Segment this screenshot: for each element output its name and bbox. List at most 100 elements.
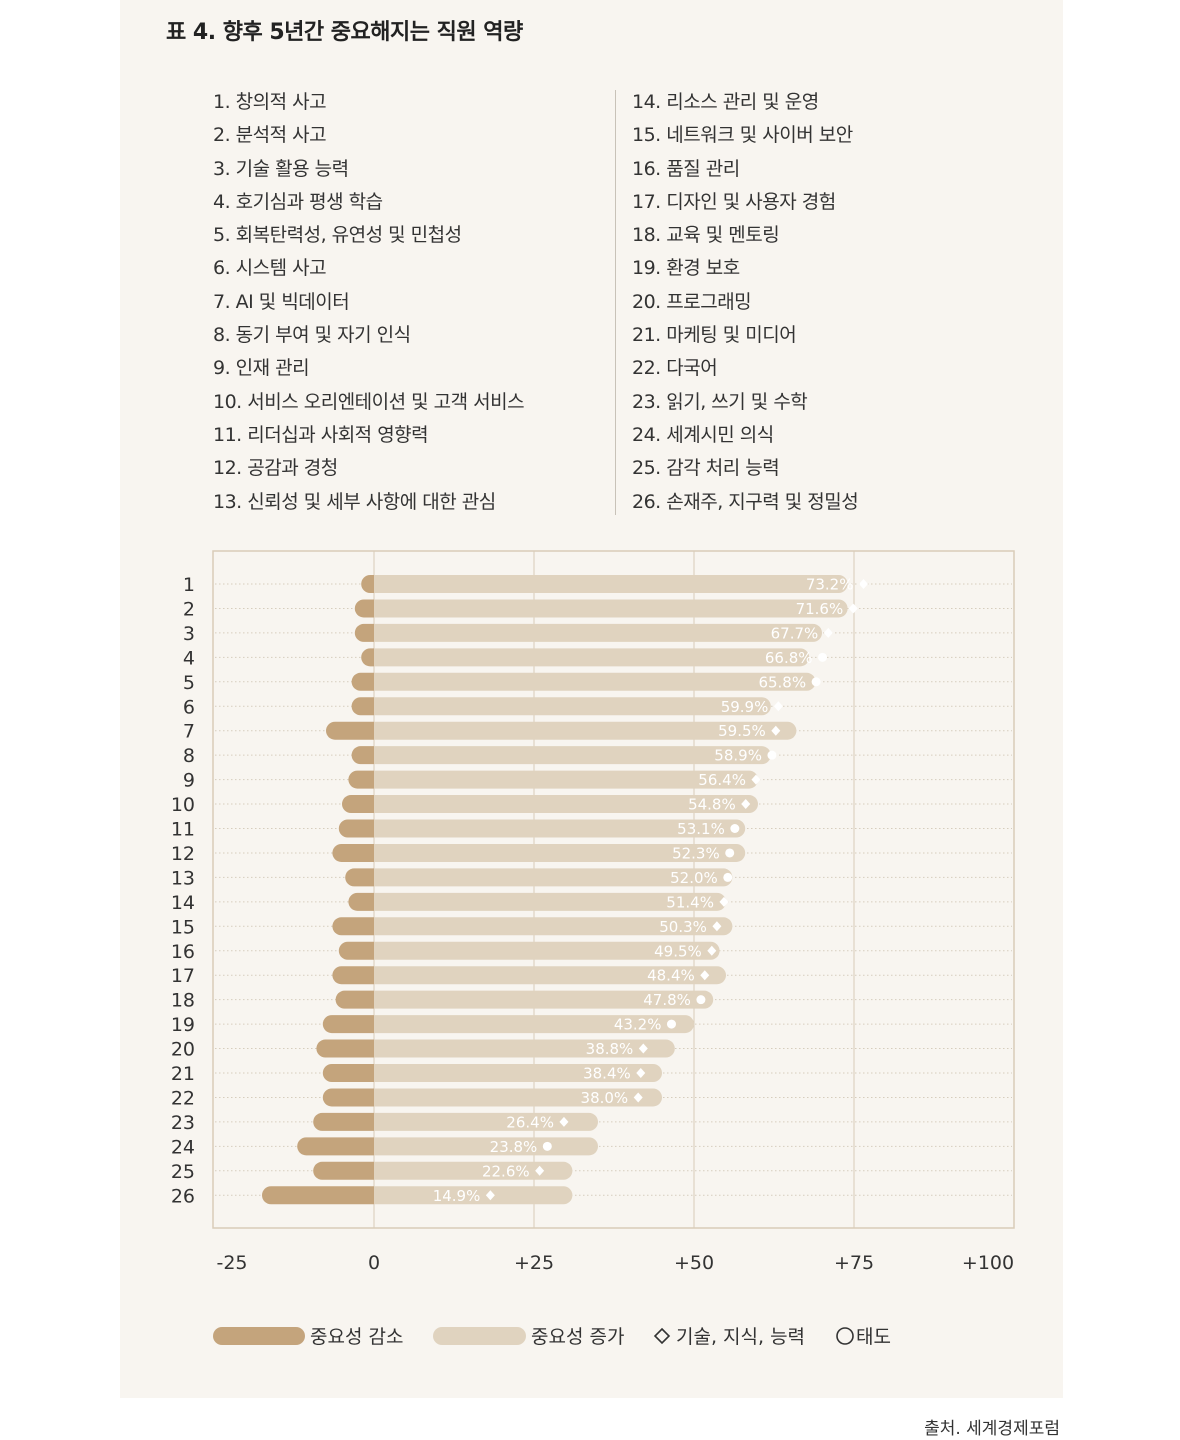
decrease-bar — [354, 599, 374, 618]
skill-list-item: 15. 네트워크 및 사이버 보안 — [632, 124, 853, 147]
category-label: 12 — [171, 843, 195, 865]
skill-list-item: 21. 마케팅 및 미디어 — [632, 324, 797, 347]
x-tick-label: +100 — [962, 1252, 1014, 1274]
skill-marker-diamond — [848, 603, 858, 614]
skill-list-item: 12. 공감과 경청 — [213, 457, 338, 480]
skill-list-item: 17. 디자인 및 사용자 경험 — [632, 190, 836, 213]
category-label: 6 — [183, 696, 195, 718]
decrease-bar — [316, 1039, 374, 1058]
increase-bar — [374, 1112, 598, 1131]
skill-list-item: 1. 창의적 사고 — [213, 91, 327, 113]
plot-frame — [212, 550, 1015, 1229]
skill-marker-diamond — [559, 1116, 569, 1127]
skill-marker-diamond — [858, 579, 868, 589]
skill-marker-diamond — [741, 799, 751, 810]
decrease-bar — [322, 1015, 374, 1034]
value-label: 48.4% — [647, 967, 695, 985]
value-label: 38.0% — [581, 1089, 629, 1107]
skill-list-item: 23. 읽기, 쓰기 및 수학 — [632, 390, 808, 413]
category-label: 9 — [183, 770, 195, 792]
category-label: 8 — [183, 745, 195, 767]
skill-marker-diamond — [535, 1165, 545, 1176]
value-label: 59.9% — [721, 698, 769, 716]
value-label: 56.4% — [698, 771, 746, 789]
increase-bar — [374, 892, 726, 911]
skill-marker-diamond — [773, 701, 783, 712]
attitude-marker-circle — [542, 1141, 552, 1151]
decrease-bar — [348, 770, 374, 789]
skill-marker-diamond — [485, 1190, 495, 1201]
decrease-bar — [361, 648, 374, 667]
skill-list-item: 3. 기술 활용 능력 — [213, 157, 349, 180]
category-label: 17 — [171, 965, 195, 987]
skill-marker-diamond — [719, 896, 729, 907]
value-label: 54.8% — [688, 796, 736, 814]
skill-list-left: 1. 창의적 사고 2. 분석적 사고 3. 기술 활용 능력 4. 호기심과 평생 … — [213, 86, 525, 519]
legend-diamond-icon — [653, 1327, 671, 1345]
decrease-bar — [351, 672, 374, 691]
skill-list-item: 7. AI 및 빅데이터 — [213, 290, 350, 313]
legend-swatch-decrease — [213, 1327, 305, 1345]
category-label: 24 — [171, 1136, 195, 1158]
source-note: 출처. 세계경제포럼 — [924, 1419, 1060, 1439]
decrease-bar — [348, 892, 374, 911]
skill-marker-diamond — [751, 774, 761, 785]
increase-bar — [374, 1064, 662, 1082]
decrease-bar — [322, 1088, 374, 1107]
increase-bar — [374, 648, 810, 667]
decrease-bar — [335, 990, 374, 1009]
skill-marker-diamond — [823, 627, 833, 638]
value-label: 65.8% — [758, 673, 806, 691]
skill-list-item: 9. 인재 관리 — [213, 357, 310, 380]
decrease-bar — [332, 917, 374, 936]
increase-bar — [374, 1137, 598, 1156]
legend-label-decrease: 중요성 감소 — [310, 1326, 403, 1348]
legend-label-increase: 중요성 증가 — [531, 1326, 624, 1348]
skill-marker-diamond — [707, 945, 717, 956]
increase-bar — [374, 966, 726, 985]
attitude-marker-circle — [811, 677, 821, 687]
skill-list-item: 5. 회복탄력성, 유연성 및 민첩성 — [213, 224, 462, 247]
skill-list-item: 20. 프로그래밍 — [632, 290, 752, 313]
value-label: 67.7% — [771, 624, 819, 642]
category-label: 23 — [171, 1112, 195, 1134]
decrease-bar — [326, 721, 374, 740]
decrease-bar — [297, 1137, 374, 1156]
legend-label-attitude: 태도 — [856, 1326, 891, 1348]
category-label: 14 — [171, 892, 195, 914]
attitude-marker-circle — [730, 824, 740, 833]
value-label: 59.5% — [718, 722, 766, 740]
category-label: 5 — [183, 672, 195, 694]
x-tick-label: +25 — [514, 1252, 554, 1274]
increase-bar — [374, 795, 758, 814]
increase-bar — [374, 672, 816, 691]
value-label: 66.8% — [765, 649, 813, 667]
decrease-bar — [313, 1161, 374, 1180]
value-label: 50.3% — [659, 918, 707, 936]
skill-marker-diamond — [636, 1068, 646, 1078]
skill-marker-diamond — [633, 1092, 643, 1103]
skill-list-item: 24. 세계시민 의식 — [632, 423, 774, 446]
figure-title: 표 4. 향후 5년간 중요해지는 직원 역량 — [166, 20, 523, 45]
category-label: 25 — [171, 1161, 195, 1183]
skill-marker-diamond — [771, 725, 781, 736]
skill-list-item: 11. 리더십과 사회적 영향력 — [213, 423, 429, 446]
decrease-bar — [322, 1064, 374, 1082]
value-label: 52.0% — [670, 869, 718, 887]
value-label: 53.1% — [677, 820, 725, 838]
attitude-marker-circle — [818, 652, 828, 662]
skill-list-item: 13. 신뢰성 및 세부 사항에 대한 관심 — [213, 490, 496, 513]
increase-bar — [374, 1039, 675, 1058]
category-label: 11 — [171, 819, 195, 841]
increase-bar — [374, 1161, 573, 1180]
increase-bar — [374, 599, 848, 618]
value-label: 71.6% — [796, 600, 844, 618]
value-label: 73.2% — [806, 576, 854, 594]
category-label: 10 — [171, 794, 195, 816]
increase-bar — [374, 868, 733, 887]
decrease-bar — [354, 623, 374, 642]
skill-marker-diamond — [638, 1043, 648, 1054]
attitude-marker-circle — [767, 750, 777, 760]
skill-list-item: 2. 분석적 사고 — [213, 124, 327, 147]
